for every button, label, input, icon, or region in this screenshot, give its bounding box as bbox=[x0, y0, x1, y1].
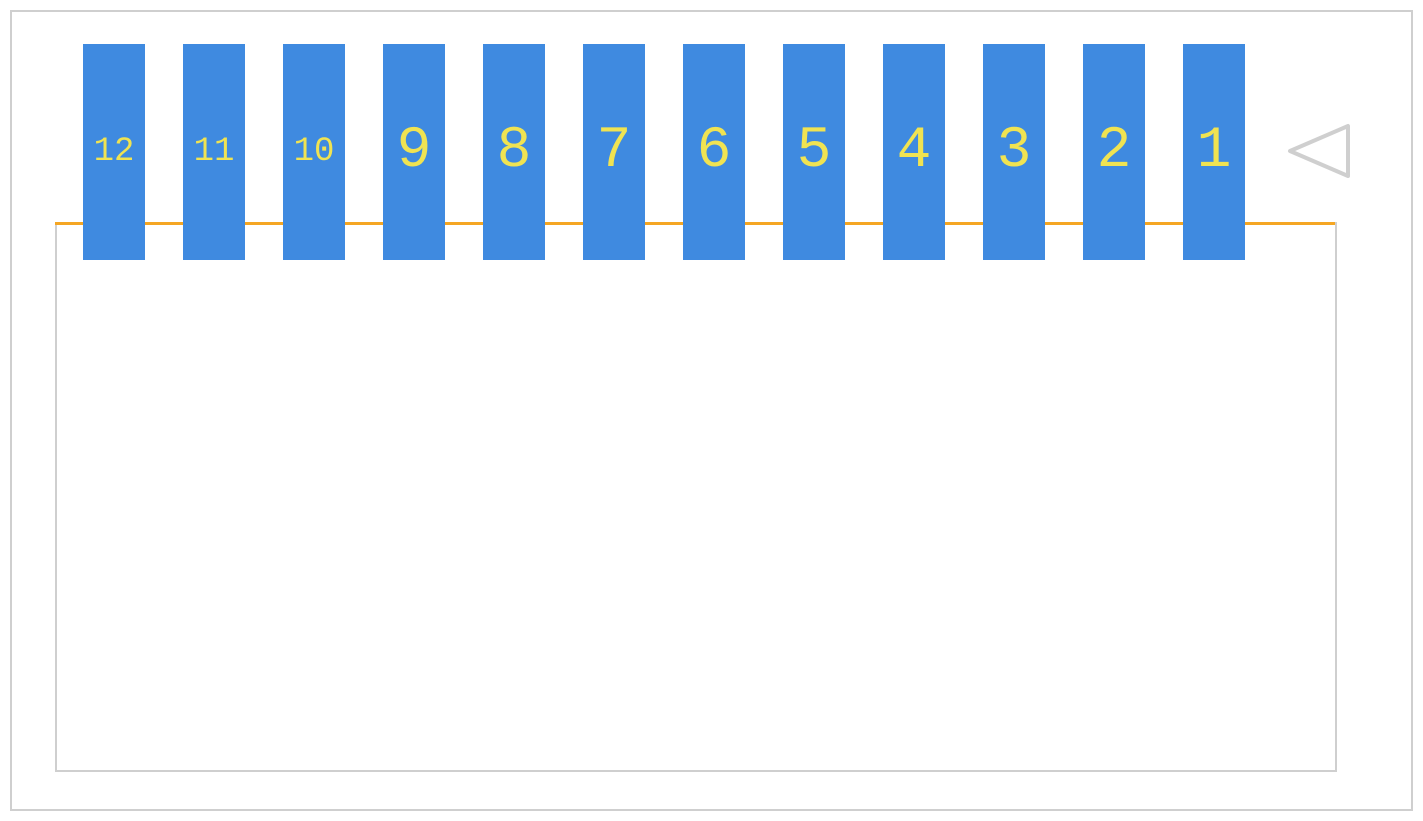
pad-label: 12 bbox=[94, 135, 135, 169]
pin1-marker-icon bbox=[1286, 122, 1352, 180]
pad-label: 10 bbox=[294, 135, 335, 169]
pad-1: 1 bbox=[1183, 44, 1245, 260]
pad-label: 7 bbox=[597, 123, 632, 181]
pad-label: 11 bbox=[194, 135, 235, 169]
pad-4: 4 bbox=[883, 44, 945, 260]
body-top-segment bbox=[945, 222, 983, 225]
body-top-segment bbox=[745, 222, 783, 225]
pad-8: 8 bbox=[483, 44, 545, 260]
body-top-segment bbox=[1045, 222, 1083, 225]
pad-label: 5 bbox=[797, 123, 832, 181]
pad-label: 6 bbox=[697, 123, 732, 181]
pad-6: 6 bbox=[683, 44, 745, 260]
body-top-segment bbox=[345, 222, 383, 225]
body-top-segment bbox=[645, 222, 683, 225]
body-bottom-side bbox=[55, 770, 1337, 772]
pad-9: 9 bbox=[383, 44, 445, 260]
pad-label: 9 bbox=[397, 123, 432, 181]
body-top-segment bbox=[1245, 222, 1335, 225]
pad-label: 3 bbox=[997, 123, 1032, 181]
body-top-segment bbox=[245, 222, 283, 225]
pad-label: 4 bbox=[897, 123, 932, 181]
body-right-side bbox=[1335, 222, 1337, 770]
pad-2: 2 bbox=[1083, 44, 1145, 260]
pad-3: 3 bbox=[983, 44, 1045, 260]
body-top-segment bbox=[145, 222, 183, 225]
body-top-segment bbox=[55, 222, 83, 225]
pad-10: 10 bbox=[283, 44, 345, 260]
body-top-segment bbox=[545, 222, 583, 225]
pad-label: 2 bbox=[1097, 123, 1132, 181]
pad-label: 1 bbox=[1197, 123, 1232, 181]
pad-5: 5 bbox=[783, 44, 845, 260]
pad-label: 8 bbox=[497, 123, 532, 181]
pad-7: 7 bbox=[583, 44, 645, 260]
pad-11: 11 bbox=[183, 44, 245, 260]
pad-12: 12 bbox=[83, 44, 145, 260]
body-top-segment bbox=[845, 222, 883, 225]
body-top-segment bbox=[445, 222, 483, 225]
body-top-segment bbox=[1145, 222, 1183, 225]
body-left-side bbox=[55, 222, 57, 770]
